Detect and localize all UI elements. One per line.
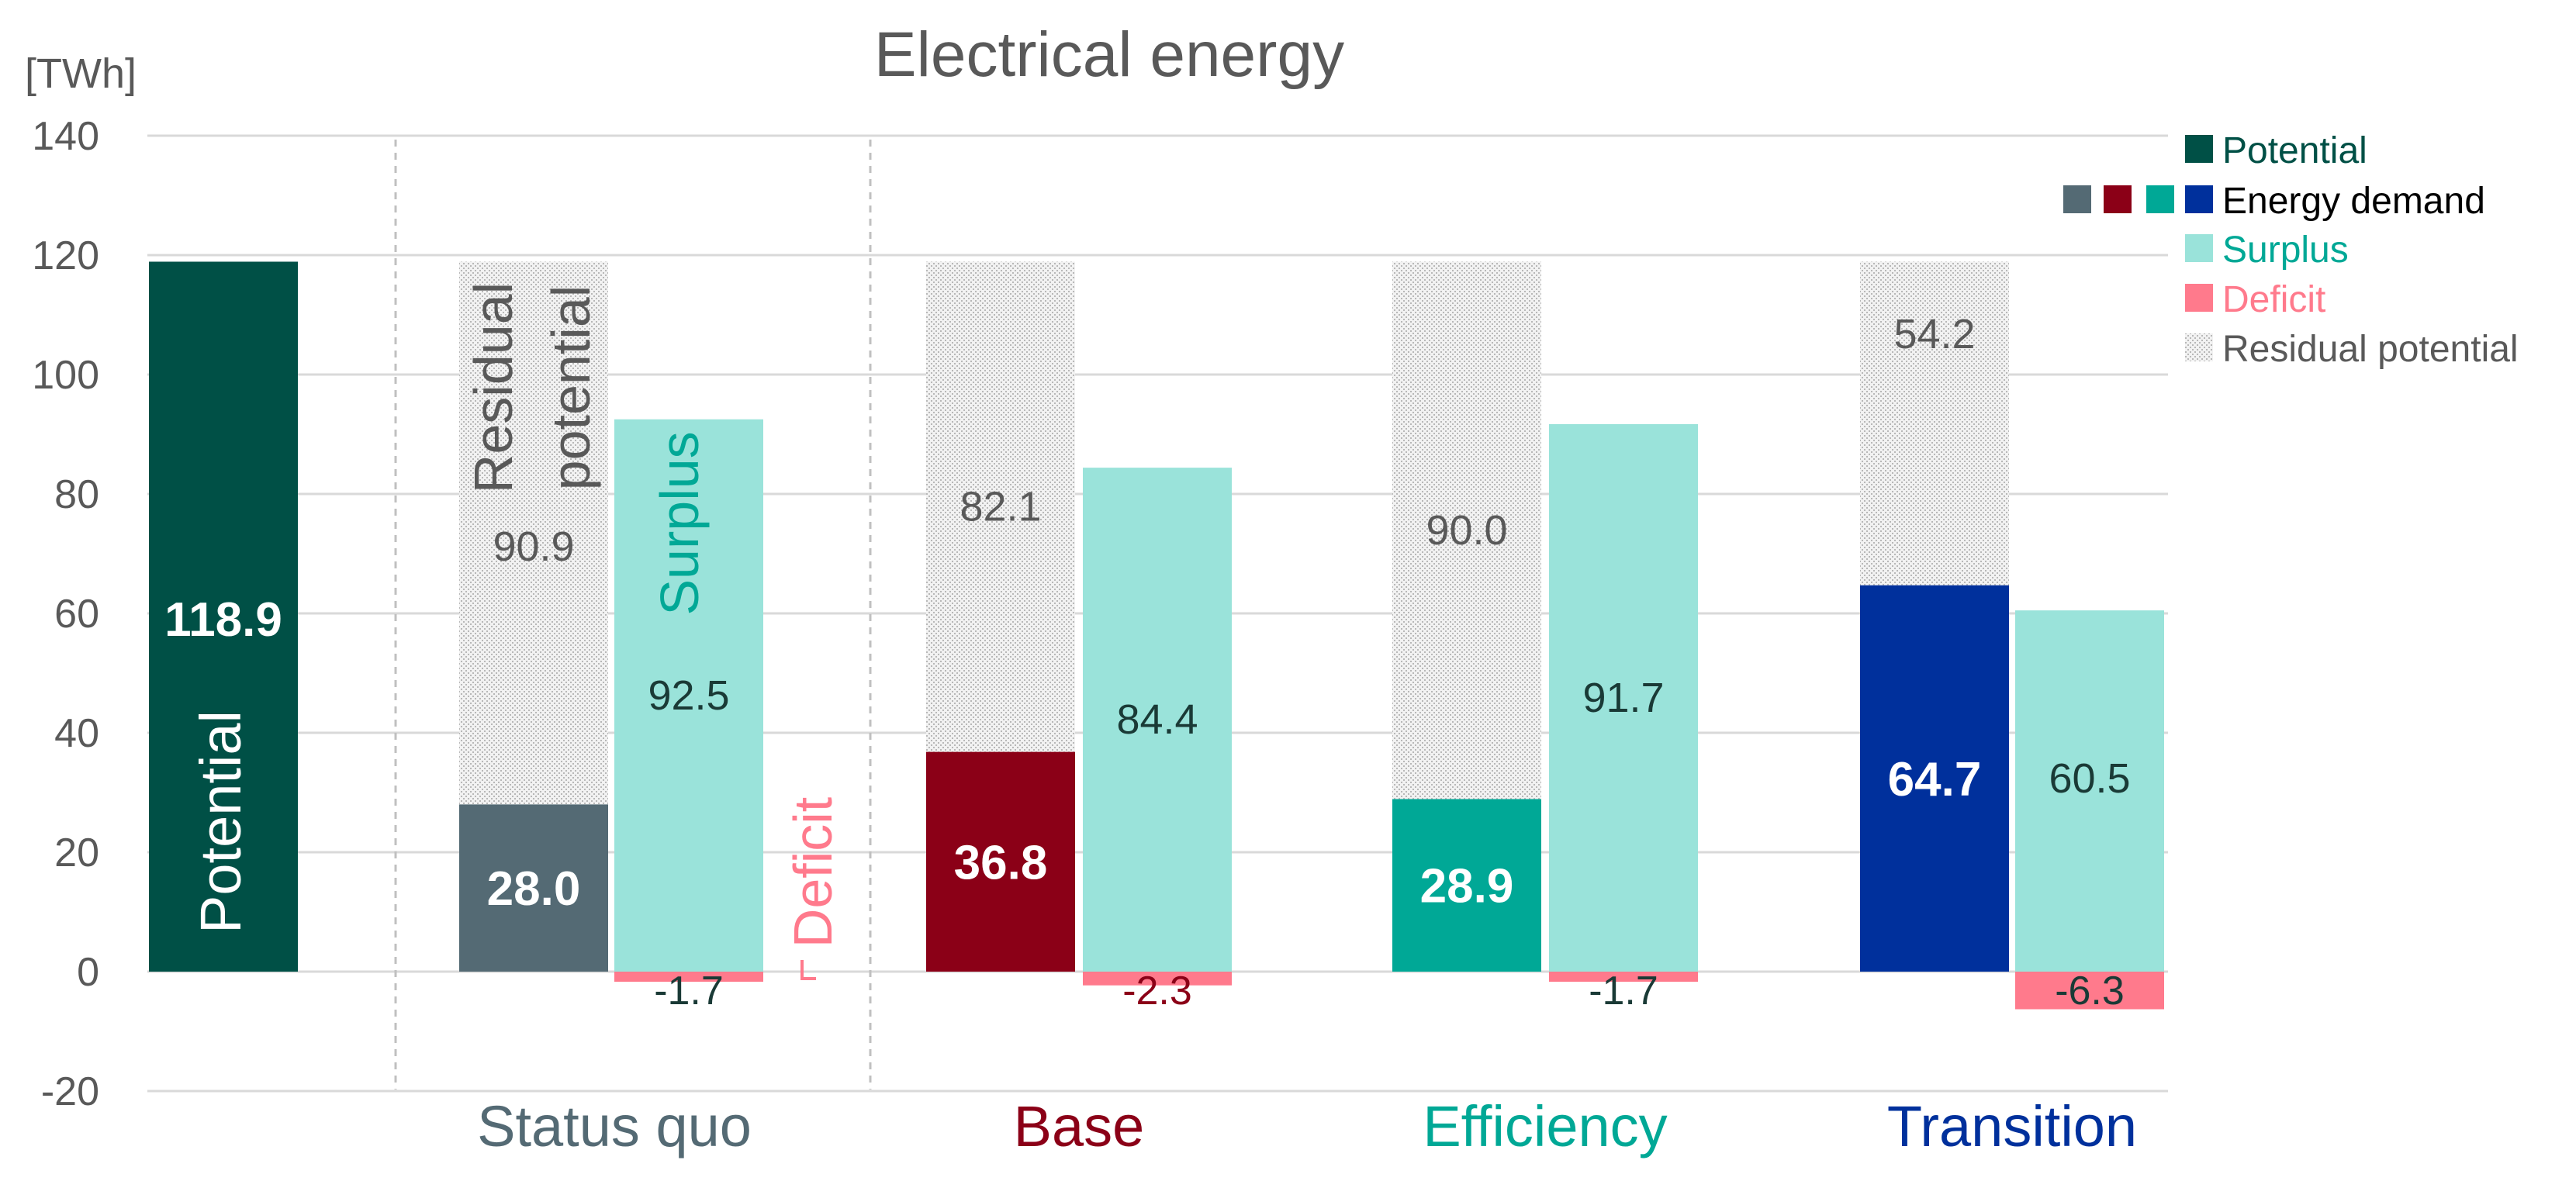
bar-surplus-efficiency xyxy=(1549,423,1698,972)
bar-deficit-transition xyxy=(2015,972,2164,1010)
category-label-status-quo: Status quo xyxy=(477,1094,752,1159)
legend-swatch-surplus xyxy=(2185,234,2213,262)
bar-residual-status-quo xyxy=(459,261,608,805)
y-tick-label: 0 xyxy=(77,950,99,995)
label-deficit-status-quo: -1.7 xyxy=(654,969,724,1014)
label-surplus-efficiency: 91.7 xyxy=(1582,675,1664,721)
bar-deficit-base xyxy=(1083,972,1232,986)
label-demand-base: 36.8 xyxy=(954,836,1048,889)
label-residual-transition: 54.2 xyxy=(1893,311,1975,357)
y-axis-label: [TWh] xyxy=(25,50,137,97)
legend-swatch-demand xyxy=(2185,185,2213,213)
legend-label-potential: Potential xyxy=(2222,130,2367,171)
annotation-residual-line2: potential xyxy=(541,285,601,491)
label-deficit-efficiency: -1.7 xyxy=(1589,969,1658,1014)
bar-surplus-status-quo xyxy=(614,419,763,972)
bar-residual-transition xyxy=(1860,261,2009,585)
y-tick-labels: -20 0 20 40 60 80 100 120 140 xyxy=(32,114,99,1114)
legend-swatch-demand xyxy=(2063,185,2091,213)
bar-demand-status-quo xyxy=(459,804,608,972)
y-tick-label: 100 xyxy=(32,353,99,398)
category-labels: Status quo Base Efficiency Transition xyxy=(477,1094,2137,1159)
y-tick-label: 80 xyxy=(54,472,99,517)
group-separators xyxy=(394,140,872,1089)
label-demand-efficiency: 28.9 xyxy=(1420,860,1514,913)
bar-demand-base xyxy=(926,751,1075,972)
bar-residual-base xyxy=(926,261,1075,752)
annotation-deficit-connector xyxy=(800,960,816,980)
legend-label-demand: Energy demand xyxy=(2222,181,2485,222)
label-deficit-transition: -6.3 xyxy=(2055,969,2125,1014)
label-surplus-transition: 60.5 xyxy=(2049,755,2130,802)
annotation-surplus: Surplus xyxy=(649,431,710,615)
legend: Potential Energy demand Surplus Deficit Resi… xyxy=(2063,130,2519,370)
bars xyxy=(149,261,2164,1010)
value-labels: 118.9 Potential 90.9 28.0 92.5 -1.7 82.1 36.8 84… xyxy=(164,311,2130,1014)
bar-potential xyxy=(149,261,298,972)
potential-bar-text: Potential xyxy=(188,710,253,934)
chart-title: Electrical energy xyxy=(874,19,1344,90)
legend-label-deficit: Deficit xyxy=(2222,279,2325,320)
category-label-efficiency: Efficiency xyxy=(1423,1094,1667,1159)
y-tick-label: 20 xyxy=(54,830,99,875)
bar-deficit-efficiency xyxy=(1549,972,1698,982)
label-demand-transition: 64.7 xyxy=(1888,753,1982,806)
label-potential: 118.9 xyxy=(164,593,282,647)
legend-label-residual: Residual potential xyxy=(2222,329,2519,370)
category-label-transition: Transition xyxy=(1887,1094,2137,1159)
bar-surplus-base xyxy=(1083,468,1232,972)
legend-swatch-deficit xyxy=(2185,284,2213,312)
label-deficit-base: -2.3 xyxy=(1122,969,1192,1014)
label-surplus-base: 84.4 xyxy=(1116,696,1198,743)
legend-label-surplus: Surplus xyxy=(2222,230,2349,271)
legend-swatch-demand xyxy=(2104,185,2132,213)
annotation-residual-line1: Residual xyxy=(463,282,524,493)
y-tick-label: -20 xyxy=(41,1069,99,1114)
label-residual-status-quo: 90.9 xyxy=(493,523,574,570)
legend-swatch-demand xyxy=(2146,185,2174,213)
legend-swatch-potential xyxy=(2185,135,2213,163)
bar-residual-efficiency xyxy=(1392,261,1541,799)
bar-demand-efficiency xyxy=(1392,799,1541,972)
y-tick-label: 60 xyxy=(54,592,99,637)
label-surplus-status-quo: 92.5 xyxy=(648,672,729,719)
bar-surplus-transition xyxy=(2015,610,2164,972)
annotations: Residual potential Surplus Deficit xyxy=(463,282,843,980)
label-residual-base: 82.1 xyxy=(960,484,1041,530)
y-tick-label: 120 xyxy=(32,233,99,278)
legend-swatch-residual xyxy=(2185,333,2213,361)
label-demand-status-quo: 28.0 xyxy=(487,862,581,916)
bar-demand-transition xyxy=(1860,585,2009,972)
label-residual-efficiency: 90.0 xyxy=(1426,507,1507,554)
y-tick-label: 140 xyxy=(32,114,99,159)
bar-deficit-status-quo xyxy=(614,972,763,982)
category-label-base: Base xyxy=(1014,1094,1145,1159)
annotation-deficit: Deficit xyxy=(783,797,843,948)
y-tick-label: 40 xyxy=(54,711,99,756)
